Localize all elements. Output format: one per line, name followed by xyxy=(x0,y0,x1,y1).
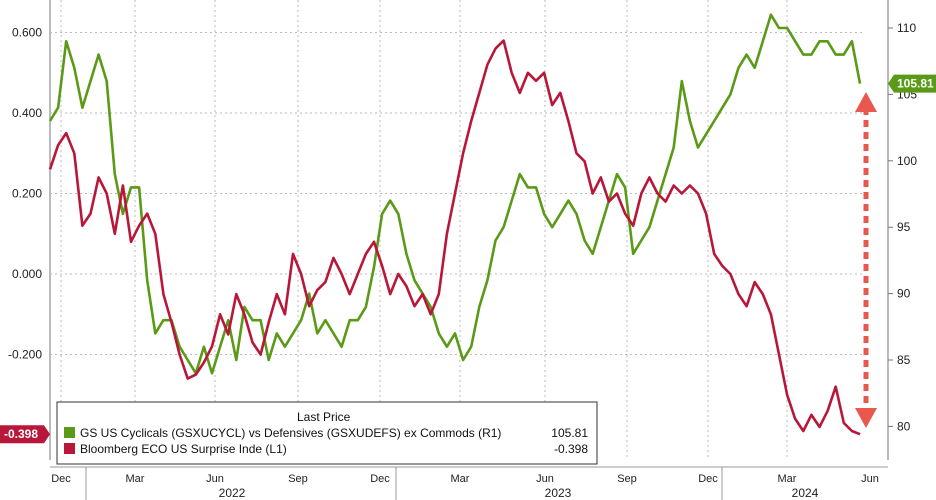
left-tick-label: 0.200 xyxy=(12,187,42,201)
series-line-cyclicals-vs-defensives xyxy=(48,13,862,375)
right-tick-label: 110 xyxy=(897,21,916,35)
red-dashed-arrow xyxy=(855,92,877,428)
right-tick-label: 95 xyxy=(897,220,911,234)
left-tick-label: 0.400 xyxy=(12,106,42,120)
left-axis: 0.600 0.400 0.200 0.000 -0.200 xyxy=(8,26,42,362)
legend-swatch-green xyxy=(64,427,75,438)
grid xyxy=(49,0,889,468)
legend-entry-red-label: Bloomberg ECO US Surprise Inde (L1) xyxy=(80,442,287,456)
legend-box xyxy=(56,401,598,465)
left-last-price-label: -0.398 xyxy=(4,427,38,441)
month-tick-label: Dec xyxy=(370,473,390,485)
month-tick-label: Jun xyxy=(536,473,554,485)
right-tick-label: 90 xyxy=(897,287,911,301)
right-tick-label: 85 xyxy=(897,353,911,367)
left-tick-label: 0.600 xyxy=(12,26,42,40)
left-tick-label: 0.000 xyxy=(12,267,42,281)
month-tick-label: Dec xyxy=(698,473,718,485)
legend-swatch-red xyxy=(64,443,75,454)
legend-header: Last Price xyxy=(297,410,351,424)
right-last-price-label: 105.81 xyxy=(897,77,934,91)
month-tick-label: Sep xyxy=(617,473,637,485)
legend-entry-green-value: 105.81 xyxy=(551,426,588,440)
series-line-eco-surprise xyxy=(48,39,861,436)
legend-entry-green-label: GS US Cyclicals (GSXUCYCL) vs Defensives… xyxy=(80,426,501,440)
year-tick-label: 2022 xyxy=(219,486,246,500)
month-tick-label: Mar xyxy=(451,473,470,485)
left-tick-label: -0.200 xyxy=(8,348,42,362)
right-tick-label: 100 xyxy=(897,154,917,168)
last-price-flags: 105.81 -0.398 xyxy=(0,74,936,444)
right-last-price-flag xyxy=(888,74,936,93)
legend-entry-red-value: -0.398 xyxy=(554,442,588,456)
year-tick-label: 2024 xyxy=(792,486,819,500)
month-tick-label: Jun xyxy=(861,473,879,485)
month-tick-label: Sep xyxy=(288,473,308,485)
legend: Last Price GS US Cyclicals (GSXUCYCL) vs… xyxy=(56,401,598,465)
month-tick-label: Dec xyxy=(51,473,71,485)
month-tick-label: Mar xyxy=(126,473,145,485)
series-lines xyxy=(48,13,862,436)
year-tick-label: 2023 xyxy=(545,486,572,500)
month-tick-label: Jun xyxy=(206,473,224,485)
month-tick-label: Mar xyxy=(778,473,797,485)
left-last-price-flag xyxy=(0,425,50,444)
right-tick-label: 80 xyxy=(897,419,911,433)
